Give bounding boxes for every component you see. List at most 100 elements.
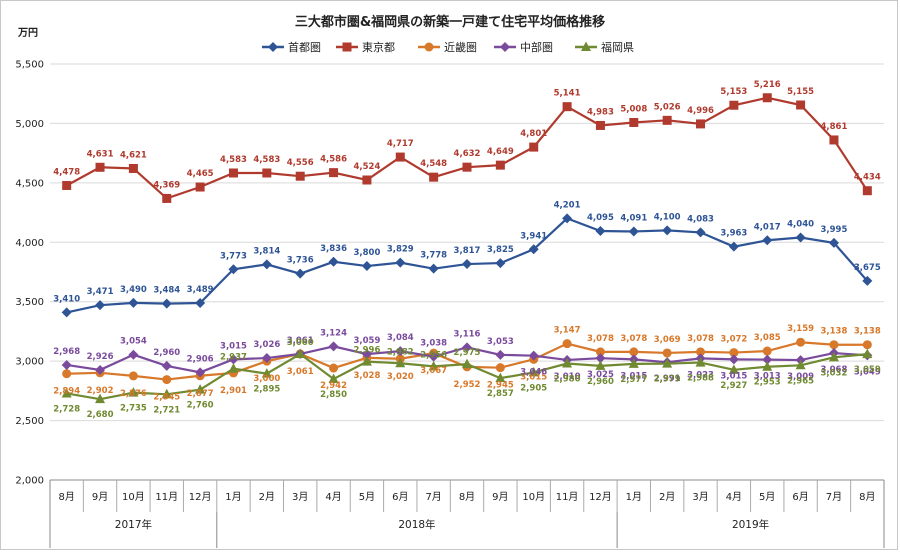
legend-label: 中部圏 xyxy=(520,40,553,54)
data-label: 5,008 xyxy=(620,104,647,114)
data-label: 2,850 xyxy=(320,390,347,400)
data-label: 3,023 xyxy=(687,370,714,380)
data-label: 3,675 xyxy=(854,263,881,273)
data-label: 3,490 xyxy=(120,285,147,295)
data-label: 3,038 xyxy=(420,339,447,349)
x-tick-label: 3月 xyxy=(692,491,708,503)
data-point xyxy=(329,168,339,178)
data-point xyxy=(495,363,505,373)
x-tick-label: 1月 xyxy=(626,491,642,503)
y-axis: 2,000 2,500 3,000 3,500 4,000 4,500 5,000 5,500 xyxy=(15,60,44,487)
data-label: 3,814 xyxy=(253,246,280,256)
data-point xyxy=(662,115,672,125)
x-tick-label: 8月 xyxy=(859,491,875,503)
data-point xyxy=(462,162,472,172)
data-label: 3,471 xyxy=(87,287,114,297)
data-point xyxy=(528,350,539,361)
data-label: 2,845 xyxy=(153,393,180,403)
data-point xyxy=(629,117,639,127)
data-label: 2,927 xyxy=(720,381,747,391)
series-layer xyxy=(61,93,873,404)
data-label: 5,026 xyxy=(654,102,681,112)
data-label: 4,465 xyxy=(187,169,214,179)
data-point xyxy=(428,263,439,274)
data-point xyxy=(829,135,839,145)
data-point xyxy=(261,259,272,270)
x-tick-label: 12月 xyxy=(589,491,612,503)
data-point xyxy=(262,168,272,178)
y-tick-label: 5,500 xyxy=(15,60,44,71)
data-point xyxy=(395,357,406,368)
y-tick-label: 5,000 xyxy=(15,119,44,130)
data-label: 3,025 xyxy=(587,370,614,380)
data-point xyxy=(795,359,806,370)
data-point xyxy=(628,358,639,368)
data-label: 3,995 xyxy=(821,225,848,235)
data-label: 2,982 xyxy=(387,347,414,357)
data-label: 3,078 xyxy=(687,334,714,344)
x-tick-label: 11月 xyxy=(556,491,579,503)
data-label: 3,825 xyxy=(487,245,514,255)
data-point xyxy=(195,367,206,378)
data-point xyxy=(729,100,739,110)
data-point xyxy=(462,358,472,369)
data-label: 2,965 xyxy=(787,376,814,386)
data-label: 4,861 xyxy=(821,122,848,132)
data-point xyxy=(495,160,505,170)
legend-label: 近畿圏 xyxy=(444,40,477,54)
data-point xyxy=(862,186,872,196)
data-label: 3,069 xyxy=(654,335,681,345)
series-line xyxy=(62,93,872,203)
data-point xyxy=(429,172,439,182)
data-point xyxy=(228,363,239,373)
x-tick-label: 1月 xyxy=(225,491,241,503)
data-label: 3,049 xyxy=(854,367,881,377)
x-tick-label: 2月 xyxy=(259,491,275,503)
data-point xyxy=(95,300,106,311)
data-label: 4,649 xyxy=(487,147,514,157)
data-label: 2,926 xyxy=(87,352,114,362)
data-point xyxy=(361,356,372,366)
data-label: 3,773 xyxy=(220,251,247,261)
data-label: 2,937 xyxy=(220,353,247,363)
data-label: 2,895 xyxy=(253,385,280,395)
data-label: 4,100 xyxy=(654,212,681,222)
data-point xyxy=(128,371,138,381)
data-point xyxy=(95,162,105,172)
data-label: 2,988 xyxy=(687,374,714,384)
data-label: 2,894 xyxy=(53,387,80,397)
x-tick-label: 4月 xyxy=(726,491,742,503)
data-point xyxy=(695,227,706,238)
data-label: 2,902 xyxy=(87,386,114,396)
legend-item: 中部圏 xyxy=(494,40,553,54)
data-label: 2,728 xyxy=(53,404,80,414)
data-point xyxy=(161,388,172,399)
data-point xyxy=(562,339,572,349)
data-label: 3,124 xyxy=(320,328,347,338)
data-point xyxy=(495,349,506,360)
data-point xyxy=(362,175,372,185)
data-point xyxy=(528,244,539,255)
data-label: 4,717 xyxy=(387,139,414,149)
data-label: 3,000 xyxy=(253,374,280,384)
data-point xyxy=(729,348,739,358)
x-tick-label: 10月 xyxy=(122,491,145,503)
data-label: 4,631 xyxy=(87,149,114,159)
data-label: 3,941 xyxy=(520,231,547,241)
y-tick-label: 4,000 xyxy=(15,238,44,249)
data-point xyxy=(162,375,172,385)
data-point xyxy=(662,225,673,236)
x-tick-label: 7月 xyxy=(826,491,842,503)
data-label: 3,084 xyxy=(387,333,414,343)
data-point xyxy=(762,235,773,246)
y-tick-label: 3,500 xyxy=(15,297,44,308)
data-label: 2,945 xyxy=(487,381,514,391)
x-tick-label: 9月 xyxy=(492,491,508,503)
data-point xyxy=(728,241,739,252)
data-point xyxy=(328,256,339,267)
data-label: 3,028 xyxy=(353,371,380,381)
x-axis: 8月 9月 10月 11月 12月 1月 2月 3月 4月 5月 6月 7月 8月 9月 10月 11月 12月… xyxy=(49,480,885,548)
data-point xyxy=(595,360,606,370)
data-point xyxy=(162,193,172,203)
